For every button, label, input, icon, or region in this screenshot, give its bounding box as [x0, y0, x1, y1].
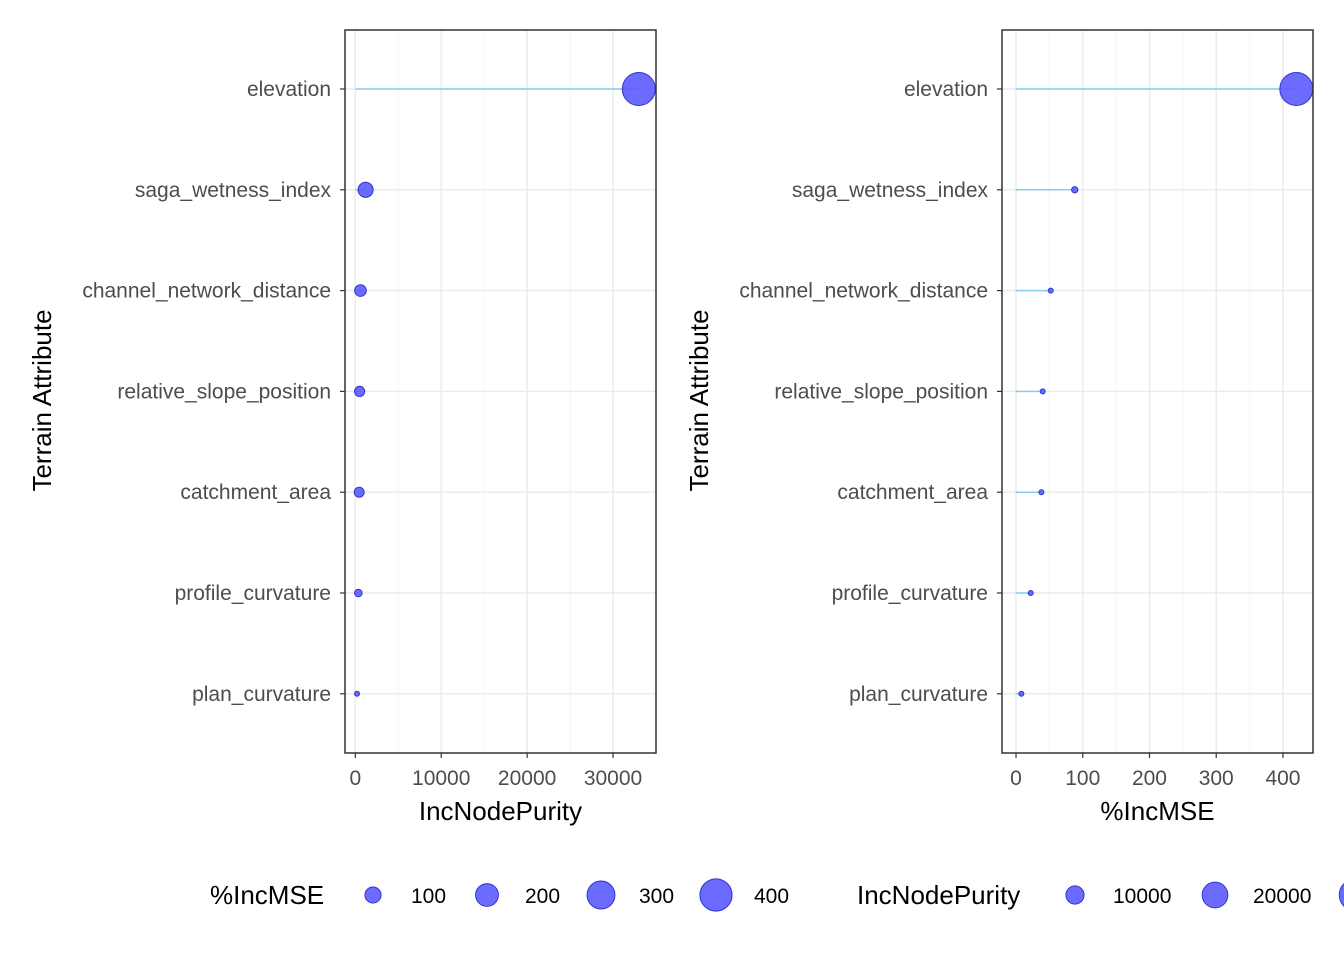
y-tick-label: profile_curvature: [832, 582, 988, 605]
y-tick-label: elevation: [247, 78, 331, 101]
data-point: [354, 385, 366, 397]
x-tick-label: 20000: [498, 767, 556, 790]
legend-label: 400: [754, 885, 789, 908]
y-tick-label: relative_slope_position: [117, 380, 331, 403]
x-axis-title: %IncMSE: [1100, 796, 1214, 826]
y-axis-title: Terrain Attribute: [684, 309, 714, 491]
legend-label: 300: [639, 885, 674, 908]
x-tick-label: 200: [1132, 767, 1167, 790]
legend-key: [699, 878, 733, 912]
y-tick-label: profile_curvature: [175, 582, 331, 605]
legend-key: [1065, 885, 1085, 905]
y-tick-label: relative_slope_position: [774, 380, 988, 403]
y-tick-label: saga_wetness_index: [792, 179, 989, 202]
x-tick-label: 0: [1010, 767, 1022, 790]
y-axis-title: Terrain Attribute: [27, 309, 57, 491]
y-tick-label: elevation: [904, 78, 988, 101]
data-point: [354, 690, 361, 697]
data-point: [1071, 186, 1079, 194]
data-point: [1047, 287, 1054, 294]
data-point: [354, 284, 367, 297]
x-tick-label: 300: [1199, 767, 1234, 790]
x-tick-label: 0: [349, 767, 361, 790]
legend-title: %IncMSE: [210, 880, 324, 910]
x-tick-label: 30000: [584, 767, 642, 790]
legend-label: 100: [411, 885, 446, 908]
data-point: [353, 486, 365, 498]
x-tick-label: 100: [1065, 767, 1100, 790]
data-point: [1039, 388, 1046, 395]
legend-key: [364, 886, 382, 904]
y-tick-label: catchment_area: [837, 481, 988, 504]
legend-label: 20000: [1253, 885, 1311, 908]
legend-label: 10000: [1113, 885, 1171, 908]
legend-key: [586, 880, 616, 910]
y-tick-label: catchment_area: [180, 481, 331, 504]
data-point: [357, 181, 374, 198]
data-point: [621, 72, 656, 106]
x-tick-label: 10000: [412, 767, 470, 790]
legend-key: [1201, 881, 1229, 909]
data-point: [1027, 590, 1034, 596]
data-point: [1018, 690, 1025, 697]
data-point: [1279, 72, 1313, 106]
x-tick-label: 400: [1265, 767, 1300, 790]
legend-label: 200: [525, 885, 560, 908]
y-tick-label: plan_curvature: [192, 683, 331, 706]
legend-key: [475, 883, 499, 907]
legend-title: IncNodePurity: [857, 880, 1020, 910]
y-tick-label: channel_network_distance: [82, 280, 331, 303]
y-tick-label: plan_curvature: [849, 683, 988, 706]
y-tick-label: channel_network_distance: [739, 280, 988, 303]
data-point: [354, 588, 363, 598]
y-tick-label: saga_wetness_index: [135, 179, 332, 202]
x-axis-title: IncNodePurity: [419, 796, 582, 826]
data-point: [1038, 489, 1045, 496]
legend-key: [1338, 883, 1344, 907]
